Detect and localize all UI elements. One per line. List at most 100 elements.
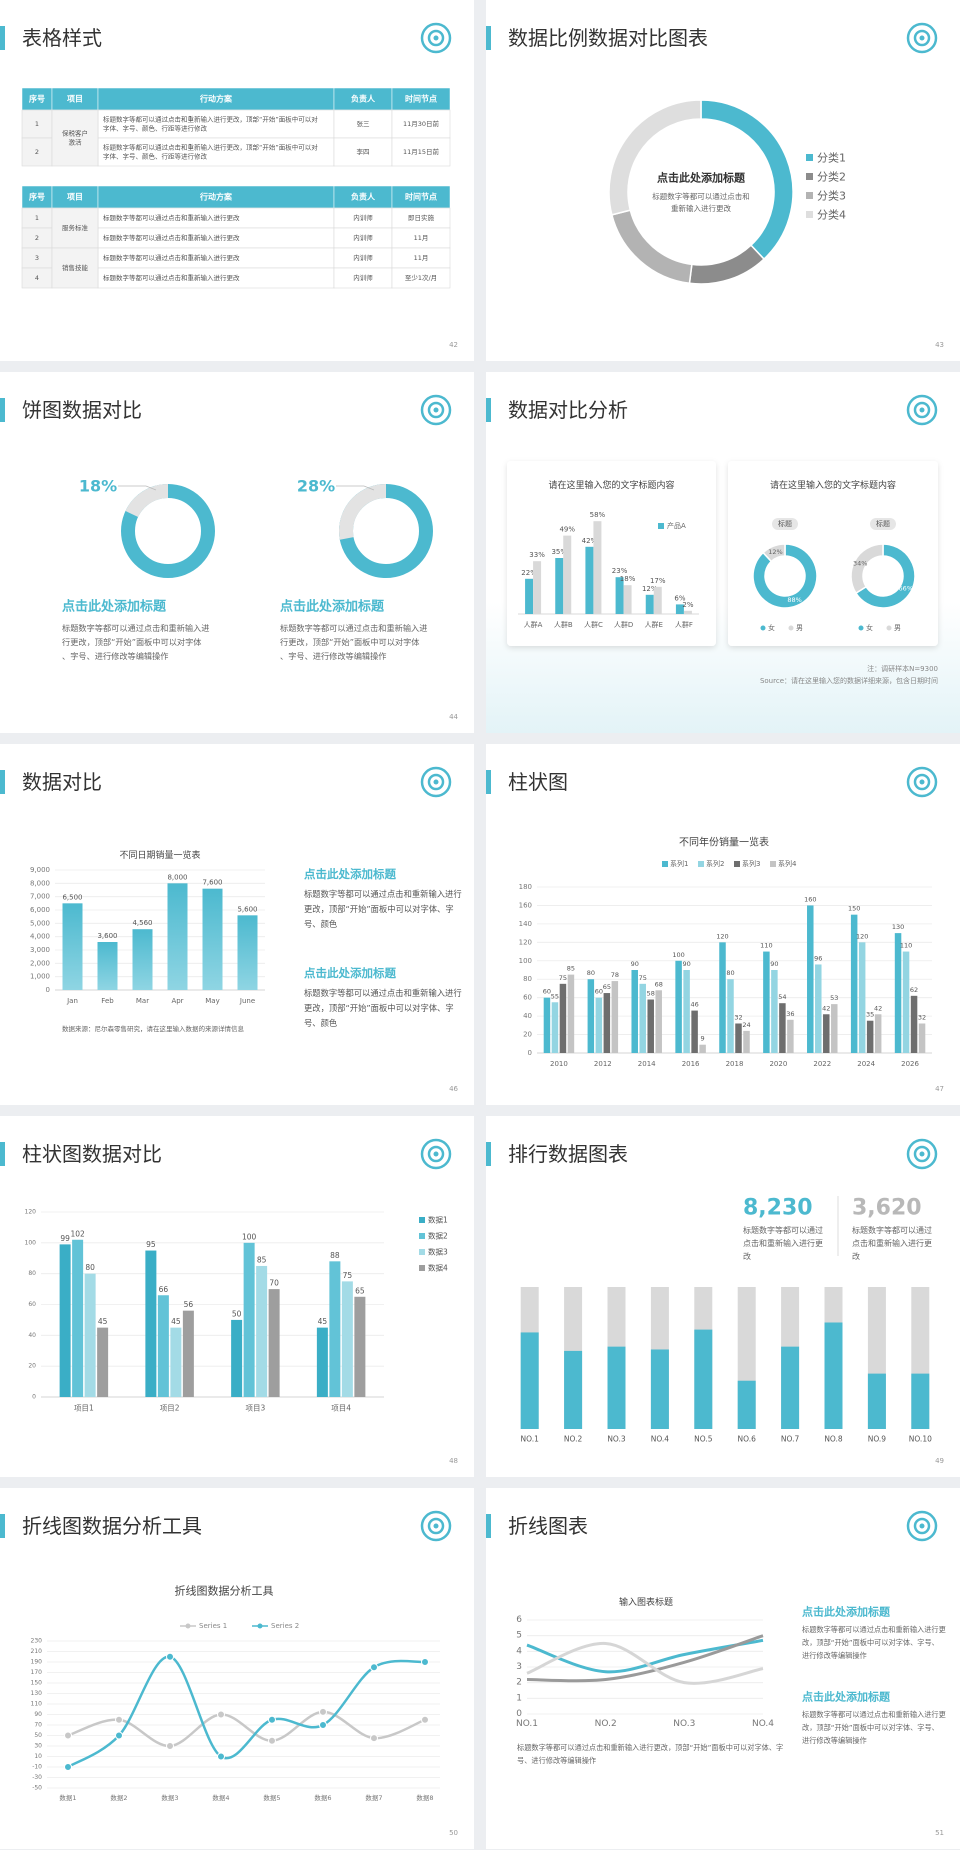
chart-title: 输入图表标题 bbox=[619, 1596, 673, 1608]
bar bbox=[911, 1373, 930, 1429]
block-text: 标题数字等都可以通过点击和重新输入进行更改，顶部“开始”面板中可以对字体、字号、… bbox=[802, 1625, 946, 1660]
x-tick-label: 2010 bbox=[550, 1060, 568, 1068]
title-accent bbox=[486, 770, 491, 794]
bar bbox=[727, 979, 734, 1053]
legend-dot bbox=[858, 625, 864, 631]
cell-text: 11月15日前 bbox=[403, 147, 440, 156]
data-label: 100 bbox=[242, 1232, 257, 1241]
data-label: 3,600 bbox=[97, 932, 117, 940]
bar bbox=[807, 905, 814, 1053]
donut-slice bbox=[125, 484, 168, 517]
page-number: 47 bbox=[935, 1085, 944, 1093]
text-line: 进行修改等编辑操作 bbox=[802, 1651, 867, 1660]
bar bbox=[237, 915, 258, 990]
y-tick-label: 140 bbox=[519, 920, 532, 928]
logo-inner bbox=[913, 773, 931, 791]
y-tick-label: 0 bbox=[46, 986, 50, 994]
point bbox=[421, 1715, 429, 1724]
cell-text: 1 bbox=[35, 214, 39, 222]
data-label: 78 bbox=[611, 971, 619, 979]
note: 注：调研样本N=9300 bbox=[867, 664, 938, 673]
bar bbox=[910, 995, 918, 1053]
slide: 数据比例数据对比图表 43 分类1 分类2 分类3 分类4 点击此处添加标题标题数字等都可以… bbox=[486, 0, 960, 361]
center-title: 点击此处添加标题 bbox=[657, 171, 746, 185]
header-text: 行动方案 bbox=[199, 192, 233, 202]
text-line: 标题数字等都可以通过点击和重新输入进行更 bbox=[802, 1710, 946, 1719]
bar bbox=[623, 585, 632, 614]
x-tick-label: 数据7 bbox=[365, 1793, 382, 1802]
text-line: 改 bbox=[852, 1251, 860, 1261]
page-number: 50 bbox=[449, 1829, 458, 1837]
cell bbox=[333, 109, 393, 139]
cell-text: 标题数字等都可以通过点击和重新输入进行更改 bbox=[103, 233, 240, 242]
cell-text: 服务标准 bbox=[62, 223, 89, 232]
header-text: 序号 bbox=[29, 94, 45, 104]
data-label: 9 bbox=[701, 1035, 705, 1043]
y-tick-label: 30 bbox=[34, 1743, 42, 1750]
y-tick-label: 5,000 bbox=[30, 919, 50, 927]
data-label: 22% bbox=[521, 569, 537, 577]
data-label: 56 bbox=[184, 1300, 194, 1309]
data-label: 160 bbox=[804, 895, 816, 903]
logo-dot bbox=[433, 407, 439, 413]
data-label: 75 bbox=[559, 974, 567, 982]
logo-dot bbox=[919, 1151, 925, 1157]
logo-inner bbox=[913, 29, 931, 47]
x-tick-label: NO.4 bbox=[651, 1435, 670, 1444]
data-label: 99 bbox=[60, 1234, 70, 1243]
cell-text: 内训师 bbox=[353, 273, 373, 282]
donut-slice bbox=[339, 484, 386, 540]
bar bbox=[831, 1004, 838, 1053]
y-tick-label: 9,000 bbox=[30, 866, 50, 874]
cell-text: 内训师 bbox=[353, 233, 373, 242]
cell-text: 4 bbox=[35, 274, 39, 282]
slide-background bbox=[486, 0, 960, 361]
legend-label: 数据2 bbox=[428, 1231, 448, 1241]
x-tick-label: NO.6 bbox=[738, 1435, 757, 1444]
y-tick-label: 150 bbox=[31, 1680, 43, 1687]
data-label: 42 bbox=[822, 1004, 830, 1012]
legend-swatch bbox=[806, 192, 813, 199]
data-label: 49% bbox=[559, 526, 575, 534]
bar bbox=[719, 942, 726, 1053]
y-tick-label: 8,000 bbox=[30, 879, 50, 887]
stat-value: 8,230 bbox=[743, 1196, 813, 1221]
x-tick-label: NO.5 bbox=[694, 1435, 713, 1444]
point bbox=[370, 1663, 378, 1672]
title-accent bbox=[0, 770, 5, 794]
bar bbox=[243, 1242, 255, 1397]
text-line: 改，顶部“开始”面板中可以对字体、字号、 bbox=[802, 1723, 939, 1732]
legend-dot bbox=[788, 625, 794, 631]
chart-title: 不同年份销量一览表 bbox=[679, 836, 769, 849]
point bbox=[319, 1707, 327, 1716]
legend-label: 分类1 bbox=[817, 151, 846, 165]
bar bbox=[675, 604, 684, 614]
legend-label: Series 2 bbox=[271, 1622, 299, 1630]
data-label: 18% bbox=[620, 575, 636, 583]
text-line: 行更改，顶部“开始”面板中可以对字体 bbox=[62, 637, 201, 647]
data-label: 80 bbox=[587, 969, 595, 977]
y-tick-label: 110 bbox=[31, 1701, 43, 1708]
point bbox=[319, 1721, 327, 1729]
x-tick-label: June bbox=[239, 997, 255, 1005]
bar bbox=[607, 1346, 626, 1429]
bar bbox=[737, 1380, 756, 1429]
data-label: 34% bbox=[853, 559, 867, 567]
slide-title: 排行数据图表 bbox=[508, 1142, 628, 1166]
text-line: 、字号、进行修改等编辑操作 bbox=[280, 651, 386, 661]
block-text: 标题数字等都可以通过点击和重新输入进行更改，顶部“开始”面板中可以对字体、字号、… bbox=[802, 1710, 946, 1745]
data-label: 5,600 bbox=[237, 905, 257, 913]
cell-text: 内训师 bbox=[353, 213, 373, 222]
point bbox=[217, 1752, 225, 1761]
bar bbox=[62, 903, 83, 990]
page-number: 43 bbox=[935, 341, 944, 349]
point bbox=[115, 1715, 123, 1724]
data-label: 7,600 bbox=[202, 879, 222, 887]
text-line: 标题数字等都可以通过 bbox=[743, 1225, 823, 1235]
y-tick-label: 5 bbox=[516, 1631, 522, 1641]
text-line: 标题数字等都可以通过点击和重新输入进行 bbox=[304, 988, 462, 998]
text-line: 点击和重新输入进行更 bbox=[743, 1238, 823, 1248]
data-label: 130 bbox=[892, 923, 904, 931]
text-line: 号、颜色 bbox=[304, 1018, 337, 1028]
